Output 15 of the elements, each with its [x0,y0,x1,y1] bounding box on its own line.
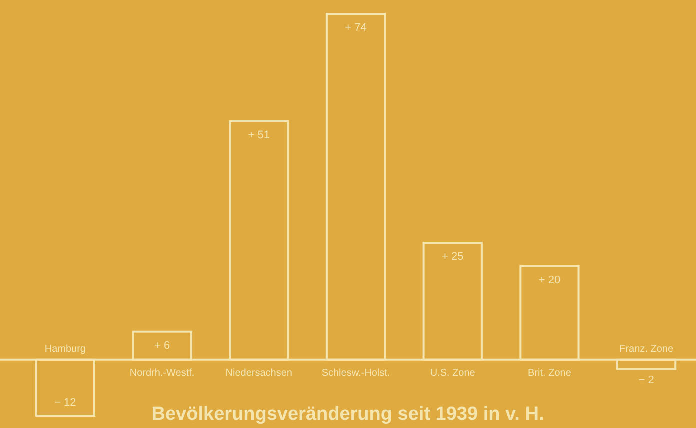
data-label: + 74 [345,22,367,34]
data-label: + 6 [154,340,170,352]
data-label: + 51 [248,130,270,142]
x-tick-label: Hamburg [44,344,86,355]
text: Bevölkerungsveränderung seit 1939 in v. H. [152,404,544,425]
data-label: + 20 [538,274,561,286]
data-label: − 2 [638,374,654,386]
x-tick-label: Schlesw.-Holst. [322,368,390,379]
x-tick-label: U.S. Zone [430,368,476,379]
x-tick-label: Brit. Zone [528,368,572,379]
x-tick-label: Franz. Zone [620,344,674,355]
data-label: + 25 [442,251,464,264]
x-tick-label: Nordrh.-Westf. [130,368,195,379]
data-label: − 12 [54,397,76,409]
x-tick-label: Niedersachsen [226,368,292,379]
